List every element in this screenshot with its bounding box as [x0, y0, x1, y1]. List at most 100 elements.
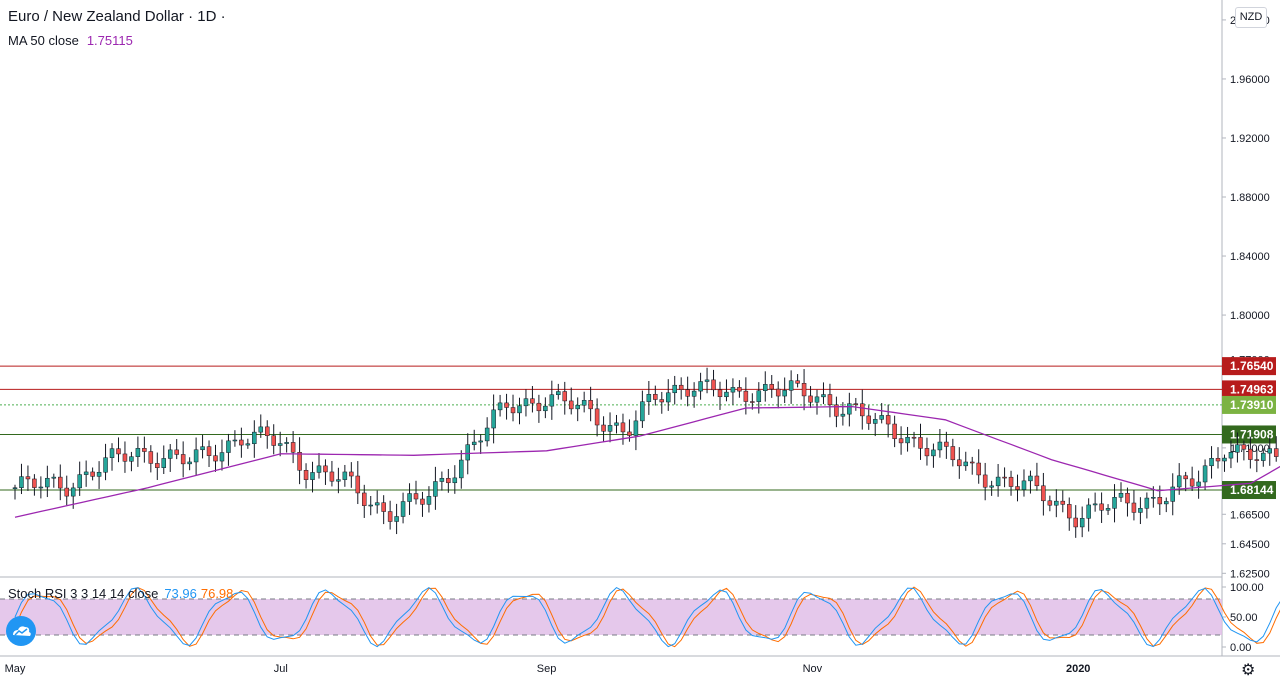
settings-gear-icon[interactable]: ⚙: [1241, 662, 1256, 679]
candle-body: [614, 422, 619, 426]
candle-body: [1248, 448, 1253, 460]
candle-body: [148, 451, 154, 464]
candle-body: [1015, 486, 1020, 490]
price-tick-label: 1.64500: [1230, 539, 1270, 551]
candle-body: [633, 420, 639, 436]
candle-body: [879, 415, 884, 420]
candle-body: [187, 461, 192, 465]
stoch-rsi-legend[interactable]: Stoch RSI 3 3 14 14 close 73.96 76.98: [8, 586, 233, 601]
ma-legend[interactable]: MA 50 close 1.75115: [8, 33, 133, 48]
candle-body: [1099, 503, 1104, 511]
candle-body: [775, 388, 781, 397]
candle-body: [1021, 480, 1027, 490]
candle-body: [866, 415, 871, 424]
candle-body: [1273, 448, 1279, 457]
candle-body: [504, 402, 509, 408]
candle-body: [1034, 475, 1040, 487]
candle-body: [1176, 475, 1182, 488]
candle-body: [840, 413, 846, 417]
price-tick-label: 1.88000: [1230, 192, 1270, 204]
candle-body: [38, 486, 44, 489]
candle-body: [200, 446, 205, 451]
candle-body: [691, 390, 697, 397]
candle-body: [1215, 458, 1221, 462]
candle-body: [439, 478, 445, 482]
candle-body: [90, 471, 95, 477]
candle-body: [478, 440, 483, 443]
candle-body: [1235, 444, 1240, 453]
candle-body: [1144, 497, 1150, 509]
candle-body: [665, 392, 671, 403]
candle-body: [562, 391, 568, 402]
candle-body: [51, 476, 57, 479]
candle-body: [58, 476, 63, 489]
candle-body: [1054, 500, 1059, 506]
candle-body: [847, 403, 852, 415]
tradingview-logo-icon[interactable]: [6, 616, 36, 646]
price-tick-label: 1.84000: [1230, 251, 1270, 263]
candle-body: [226, 440, 231, 453]
time-tick-label: Sep: [537, 663, 557, 675]
candle-body: [1047, 500, 1053, 506]
price-level-label: 1.74963: [1230, 382, 1274, 396]
candle-body: [336, 479, 341, 482]
candle-body: [1073, 517, 1078, 528]
candle-body: [685, 389, 690, 397]
time-tick-label: Jul: [274, 663, 288, 675]
candle-body: [885, 415, 891, 425]
candle-body: [252, 431, 257, 444]
currency-badge[interactable]: NZD: [1235, 7, 1267, 28]
stoch-rsi-k-value: 73.96: [164, 586, 197, 601]
candle-body: [898, 438, 904, 444]
candle-body: [989, 485, 994, 488]
candle-body: [213, 455, 218, 462]
candle-body: [1086, 504, 1091, 519]
candle-body: [601, 424, 606, 432]
price-level-label: 1.73910: [1230, 398, 1274, 412]
chart-title[interactable]: Euro / New Zealand Dollar · 1D ·: [8, 8, 226, 25]
candle-body: [814, 396, 820, 403]
candle-body: [232, 439, 238, 442]
candle-body: [905, 436, 910, 444]
candle-body: [795, 380, 800, 384]
time-tick-label: May: [5, 663, 26, 675]
candle-body: [277, 443, 283, 446]
candle-body: [349, 471, 354, 477]
candle-body: [1118, 492, 1124, 498]
candle-body: [116, 448, 121, 455]
candle-body: [588, 400, 593, 410]
candle-body: [19, 476, 24, 488]
candle-body: [400, 501, 406, 517]
candle-body: [264, 426, 270, 436]
candle-body: [239, 439, 244, 446]
candle-body: [45, 477, 50, 488]
candle-body: [730, 387, 736, 393]
candle-body: [717, 389, 723, 398]
candle-body: [995, 476, 1001, 487]
price-level-badge: [1222, 481, 1276, 500]
candle-body: [96, 471, 102, 477]
candle-body: [1028, 475, 1033, 482]
candle-body: [827, 394, 833, 406]
candle-body: [1170, 486, 1175, 502]
candle-body: [969, 461, 975, 464]
candle-body: [77, 474, 82, 489]
candle-body: [1008, 476, 1014, 487]
candle-body: [323, 465, 328, 473]
candle-body: [808, 395, 813, 403]
candle-body: [594, 408, 600, 426]
candle-body: [756, 390, 762, 402]
candle-body: [1112, 497, 1117, 509]
candle-body: [620, 422, 626, 433]
candle-body: [83, 471, 89, 475]
candle-body: [433, 481, 438, 497]
candle-body: [924, 448, 930, 457]
candle-body: [1202, 465, 1208, 483]
candle-body: [918, 437, 923, 449]
candle-body: [568, 400, 574, 410]
candle-body: [672, 384, 677, 394]
candle-body: [271, 435, 276, 446]
